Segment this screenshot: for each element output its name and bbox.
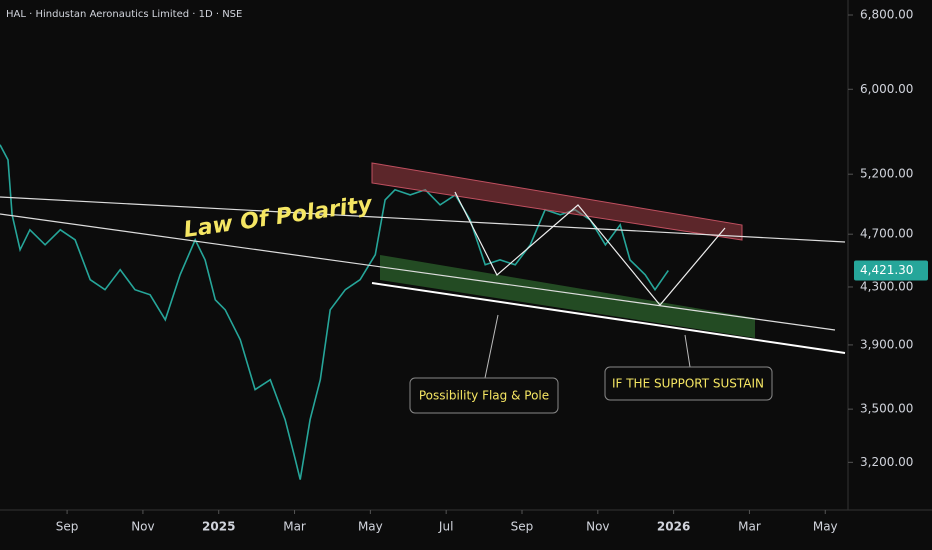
callout-line [484, 314, 499, 379]
annotation: IF THE SUPPORT SUSTAIN [612, 377, 764, 391]
callout-line [684, 334, 691, 368]
x-tick-label: Sep [511, 520, 534, 534]
drawings [0, 162, 846, 414]
last-price-box [854, 260, 928, 281]
callout-box [409, 377, 559, 414]
y-tick-label: 3,200.00 [860, 455, 913, 469]
annotation: Possibility Flag & Pole [419, 389, 549, 403]
y-tick-label: 6,000.00 [860, 82, 913, 96]
x-tick-label: May [813, 520, 838, 534]
symbol-title: HAL · Hindustan Aeronautics Limited · 1D… [6, 9, 242, 20]
trend-line [0, 196, 846, 243]
trend-line [0, 213, 836, 331]
y-tick-label: 6,800.00 [860, 7, 913, 21]
y-tick-label: 5,200.00 [860, 167, 913, 181]
zigzag [454, 191, 726, 306]
y-tick-label: 3,500.00 [860, 402, 913, 416]
resistance-zone [371, 162, 743, 241]
x-tick-label: Nov [586, 520, 609, 534]
x-tick-label: Nov [131, 520, 154, 534]
x-tick-label: 2025 [202, 520, 235, 534]
y-tick-label: 4,700.00 [860, 227, 913, 241]
x-tick-label: Mar [738, 520, 761, 534]
x-tick-label: Sep [56, 520, 79, 534]
x-tick-label: May [358, 520, 383, 534]
last-price-label: 4,421.30 [860, 263, 913, 277]
callout-box [604, 366, 773, 401]
x-tick-label: 2026 [657, 520, 690, 534]
support-zone [380, 255, 755, 338]
trend-line [371, 282, 846, 354]
y-tick-label: 4,300.00 [860, 279, 913, 293]
y-tick-label: 3,900.00 [860, 337, 913, 351]
x-tick-label: Jul [438, 520, 453, 534]
x-tick-label: Mar [283, 520, 306, 534]
